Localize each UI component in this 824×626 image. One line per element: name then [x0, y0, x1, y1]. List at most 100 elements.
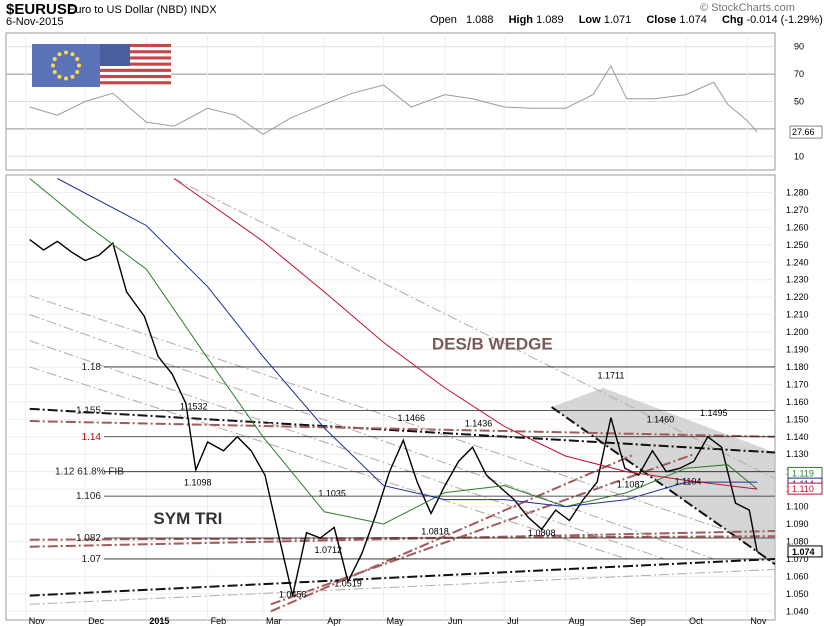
price-tick-label: 1.040: [786, 606, 809, 616]
x-tick-label: May: [387, 616, 405, 626]
us-stripe: [100, 81, 171, 85]
price-tick-label: 1.210: [786, 310, 809, 320]
right-value-box: [787, 545, 823, 558]
price-panel-frame: [5, 174, 776, 621]
x-tick-label: Sep: [630, 616, 646, 626]
point-label: 1.0456: [279, 590, 307, 600]
x-tick-label: Dec: [88, 616, 105, 626]
rsi-tick-label: 50: [794, 97, 804, 107]
point-label: 1.0818: [421, 526, 449, 536]
price-tick-label: 1.250: [786, 240, 809, 250]
point-label: 1.1495: [700, 408, 728, 418]
point-label: 1.1711: [597, 370, 624, 380]
high-label: High: [508, 14, 534, 26]
price-tick-label: 1.090: [786, 519, 809, 529]
rsi-last-value-box: [789, 125, 823, 139]
price-tick-label: 1.050: [786, 589, 809, 599]
price-tick-label: 1.280: [786, 187, 809, 197]
triangle-annotation: SYM TRI: [153, 509, 222, 528]
point-label: 1.1460: [647, 414, 675, 424]
eu-us-flag-icon: [32, 44, 171, 87]
trendline: [29, 535, 776, 541]
point-label: 1.1104: [675, 476, 702, 486]
high-value: 1.089: [536, 14, 564, 26]
trendline: [29, 366, 627, 560]
right-value-label: 1.119: [792, 468, 814, 478]
eu-star: [77, 63, 81, 68]
x-tick-label: Oct: [689, 616, 704, 626]
us-stripe: [100, 56, 171, 60]
open-label: Open: [430, 14, 457, 26]
eu-star: [70, 74, 75, 79]
trendline: [173, 178, 776, 480]
eu-star: [75, 70, 80, 74]
eu-flag: [32, 44, 100, 87]
low-value: 1.071: [603, 14, 632, 26]
right-value-label: 1.110: [792, 484, 814, 494]
rsi-tick-label: 10: [794, 151, 804, 161]
eu-star: [75, 57, 80, 61]
us-stripe: [100, 75, 171, 79]
price-tick-label: 1.270: [786, 205, 809, 215]
price-tick-label: 1.260: [786, 222, 809, 232]
rsi-series: [29, 64, 758, 135]
level-label: 1.155: [76, 406, 101, 417]
x-tick-label: Nov: [750, 616, 767, 626]
ma-short-series: [29, 178, 758, 525]
price-tick-label: 1.140: [786, 432, 809, 442]
us-stripe: [100, 68, 171, 72]
price-tick-label: 1.190: [786, 345, 809, 355]
trendline: [29, 340, 665, 560]
price-tick-label: 1.240: [786, 257, 809, 267]
chart-date: 6-Nov-2015: [6, 16, 64, 28]
level-label: 1.18: [82, 362, 102, 373]
level-label: 1.12 61.8% FIB: [55, 467, 124, 478]
point-label: 1.1436: [465, 418, 493, 428]
price-series: [29, 239, 758, 596]
point-label: 1.0712: [314, 545, 342, 555]
price-tick-label: 1.180: [786, 362, 809, 372]
price-tick-label: 1.160: [786, 397, 809, 407]
point-label: 1.0519: [334, 579, 362, 589]
level-label: 1.07: [82, 554, 102, 565]
rsi-tick-label: 90: [794, 42, 804, 52]
point-label: 1.0808: [528, 528, 556, 538]
point-label: 1.1087: [617, 479, 645, 489]
us-stripe: [100, 62, 171, 66]
level-label: 1.14: [82, 432, 102, 443]
eu-star: [52, 70, 57, 74]
ohlc-readout: Open 1.088 High 1.089 Low 1.071 Close 1.…: [430, 14, 824, 26]
rsi-tick-label: 70: [794, 69, 804, 79]
price-tick-label: 1.220: [786, 292, 809, 302]
price-tick-label: 1.230: [786, 275, 809, 285]
ma-long-series: [173, 178, 758, 490]
price-tick-label: 1.130: [786, 449, 809, 459]
point-label: 1.1532: [180, 402, 208, 412]
stockcharts-brand[interactable]: © StockCharts.com: [700, 2, 795, 14]
point-label: 1.1098: [184, 477, 212, 487]
right-value-label: 1.074: [792, 547, 815, 557]
price-tick-label: 1.150: [786, 414, 809, 424]
eu-star: [51, 63, 55, 68]
ma-mid-series: [57, 178, 758, 508]
us-stripe: [100, 50, 171, 54]
x-tick-label: Aug: [568, 616, 584, 626]
trendline: [29, 530, 776, 548]
trendline: [29, 557, 776, 597]
x-tick-label: Mar: [266, 616, 282, 626]
eu-star: [52, 57, 57, 61]
x-tick-label: Apr: [327, 616, 341, 626]
close-label: Close: [646, 14, 677, 26]
trendline: [29, 294, 734, 534]
price-tick-label: 1.170: [786, 379, 809, 389]
chg-value: -0.014 (-1.29%): [746, 14, 823, 26]
eu-star: [64, 50, 68, 55]
x-tick-label: Jul: [507, 616, 519, 626]
x-tick-label: Nov: [29, 616, 46, 626]
price-tick-label: 1.100: [786, 502, 809, 512]
x-tick-label: Jun: [448, 616, 463, 626]
chg-label: Chg: [721, 14, 744, 26]
trendline: [29, 568, 776, 605]
symbol-title: $EURUSD: [6, 1, 78, 18]
